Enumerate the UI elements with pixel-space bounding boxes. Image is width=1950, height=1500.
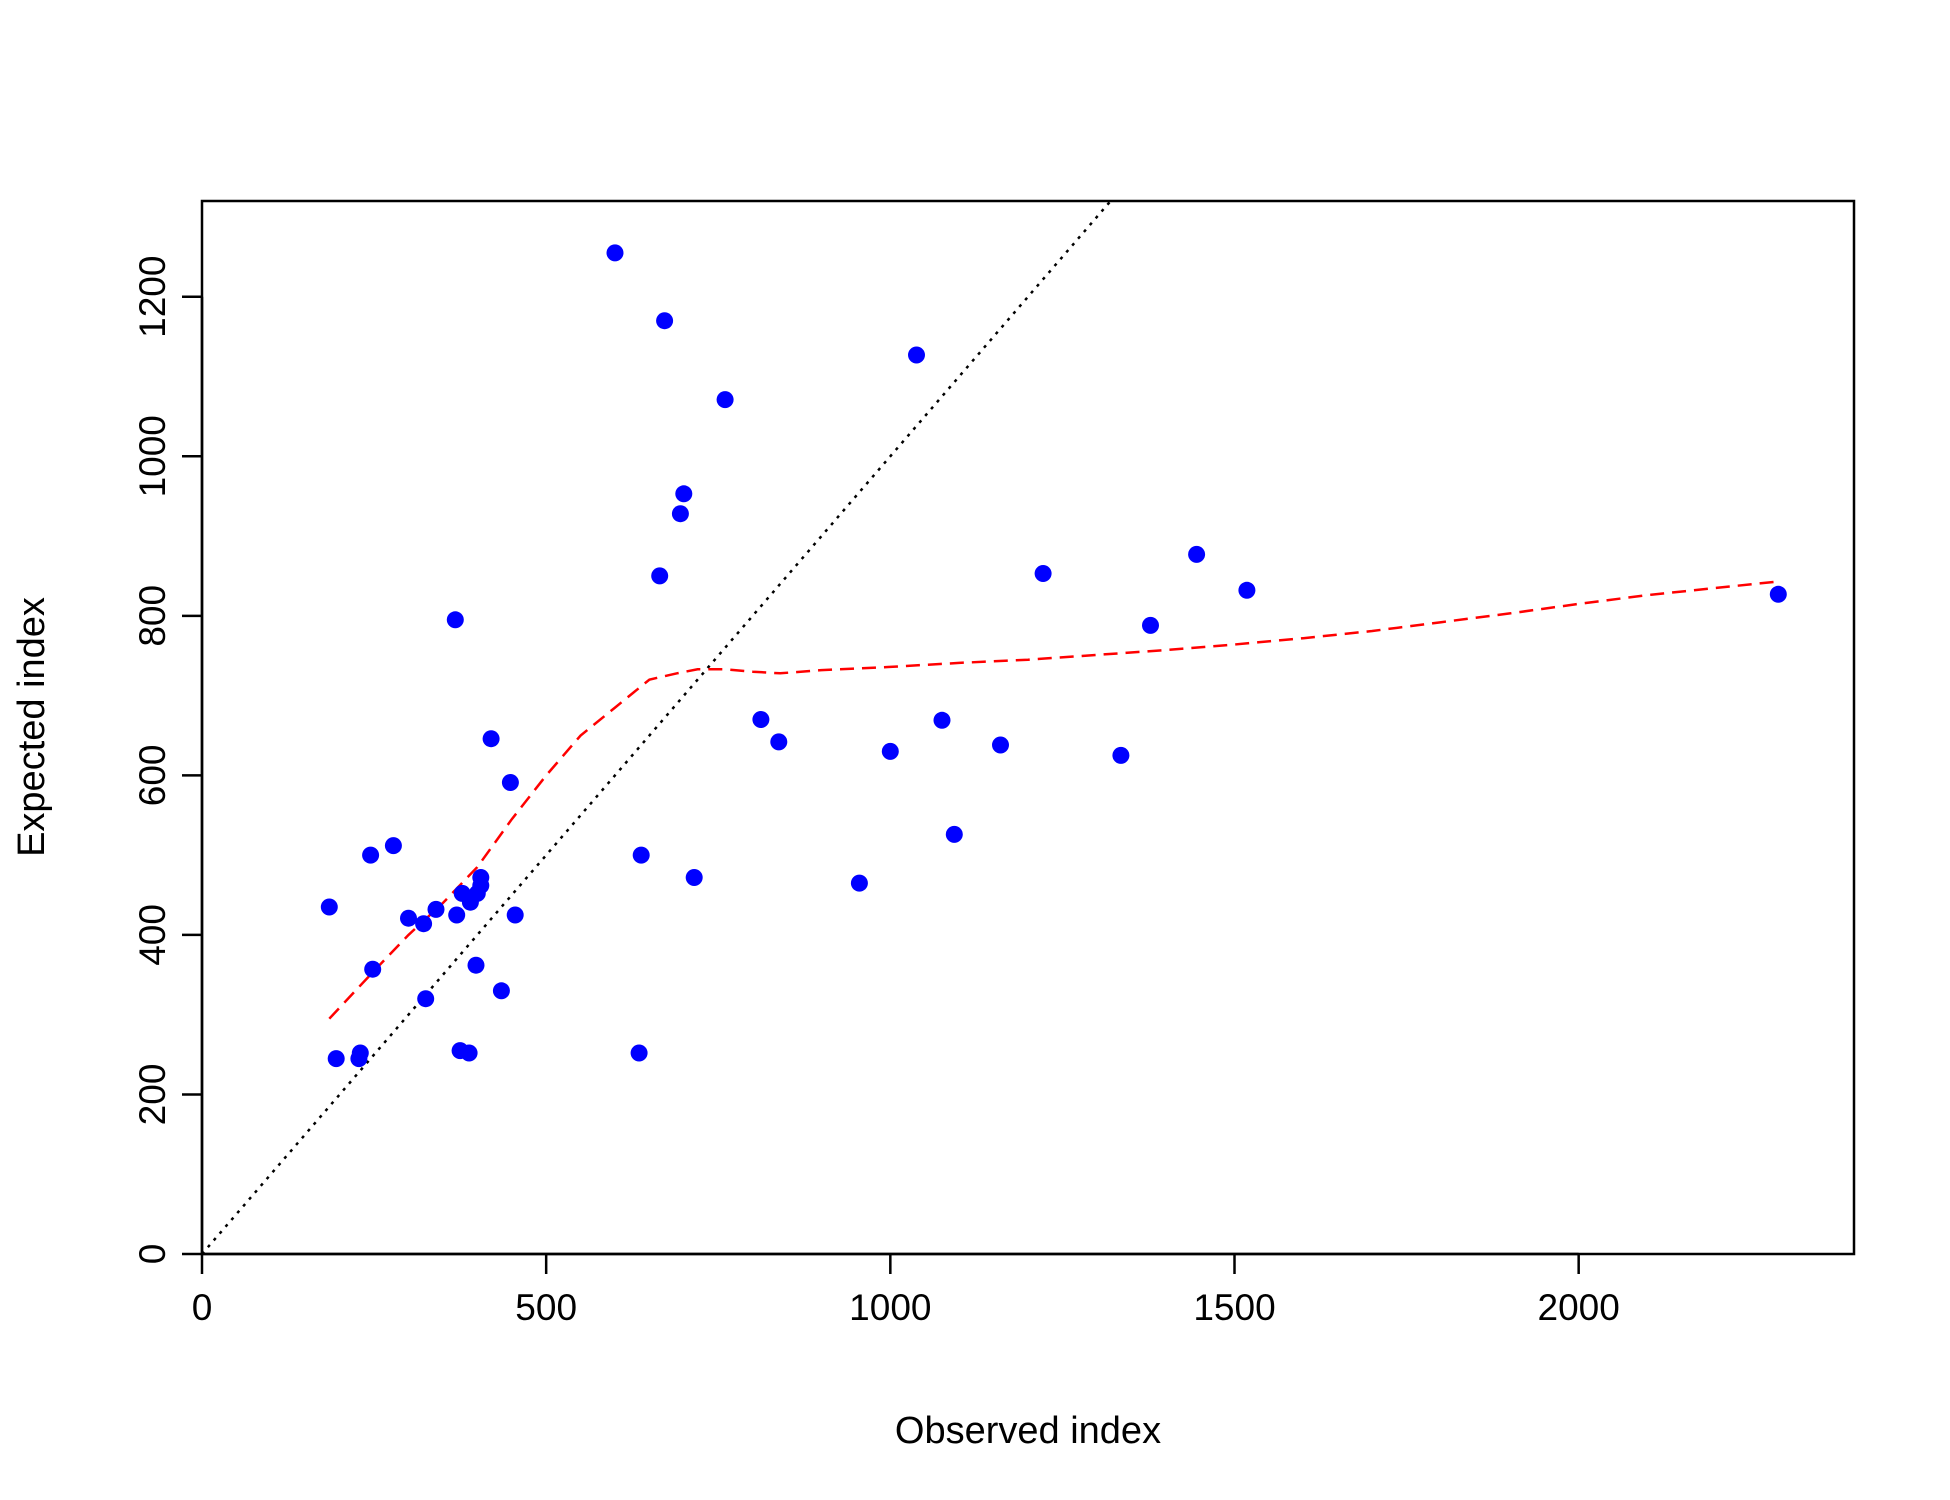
data-point xyxy=(685,869,703,886)
data-point xyxy=(501,774,519,791)
y-tick-label: 0 xyxy=(132,1244,173,1265)
x-axis-title: Observed index xyxy=(895,1410,1161,1452)
data-point xyxy=(482,730,500,748)
data-point xyxy=(1188,545,1206,563)
data-point xyxy=(933,711,951,729)
data-point xyxy=(1238,581,1256,599)
y-axis: 0 200 400 600 800 1000 1200 xyxy=(132,256,204,1265)
reference-line xyxy=(202,201,1112,1254)
data-point xyxy=(630,1044,648,1062)
data-point xyxy=(506,906,524,924)
x-tick-label: 1500 xyxy=(1193,1287,1275,1328)
y-tick-label: 400 xyxy=(132,904,173,966)
data-point xyxy=(881,742,899,760)
data-point xyxy=(651,567,669,585)
data-point xyxy=(320,898,338,916)
data-point xyxy=(671,505,689,523)
data-point xyxy=(606,244,624,262)
data-point xyxy=(945,825,963,843)
y-tick-label: 1000 xyxy=(132,415,173,497)
data-point xyxy=(656,312,674,330)
data-point xyxy=(446,611,464,629)
data-point xyxy=(384,837,402,855)
data-point xyxy=(460,1044,478,1062)
data-point xyxy=(364,960,382,978)
data-point xyxy=(415,915,433,933)
data-point xyxy=(351,1044,369,1062)
data-point xyxy=(427,900,445,918)
x-tick-label: 500 xyxy=(515,1287,577,1328)
data-point xyxy=(850,874,868,892)
data-point xyxy=(400,909,417,927)
data-point xyxy=(492,982,510,1000)
data-point xyxy=(770,733,788,751)
y-axis-title: Expected index xyxy=(11,597,53,857)
y-tick-label: 1200 xyxy=(132,256,173,338)
x-tick-label: 0 xyxy=(192,1287,213,1328)
data-point xyxy=(908,346,925,364)
data-point xyxy=(417,990,435,1008)
data-point xyxy=(472,869,490,886)
y-tick-label: 800 xyxy=(132,585,173,647)
smooth-line-layer xyxy=(328,580,1779,1020)
smooth-line xyxy=(328,580,1779,1020)
data-point xyxy=(362,846,380,864)
data-point xyxy=(1112,746,1130,764)
data-point xyxy=(327,1050,345,1068)
x-axis: 0 500 1000 1500 2000 xyxy=(192,1252,1620,1328)
data-point xyxy=(992,736,1009,754)
data-point xyxy=(752,711,770,728)
data-point xyxy=(467,956,485,974)
plot-frame xyxy=(200,199,1856,1256)
points-layer xyxy=(320,244,1787,1068)
data-point xyxy=(716,391,734,409)
y-tick-label: 600 xyxy=(132,744,173,806)
x-tick-label: 1000 xyxy=(849,1287,931,1328)
data-point xyxy=(1769,585,1787,603)
reference-line-layer xyxy=(202,201,1112,1254)
data-point xyxy=(1142,616,1159,634)
data-point xyxy=(675,485,693,503)
data-point xyxy=(448,906,466,924)
x-tick-label: 2000 xyxy=(1538,1287,1620,1328)
data-point xyxy=(1034,565,1052,582)
y-tick-label: 200 xyxy=(132,1064,173,1126)
data-point xyxy=(632,846,650,864)
